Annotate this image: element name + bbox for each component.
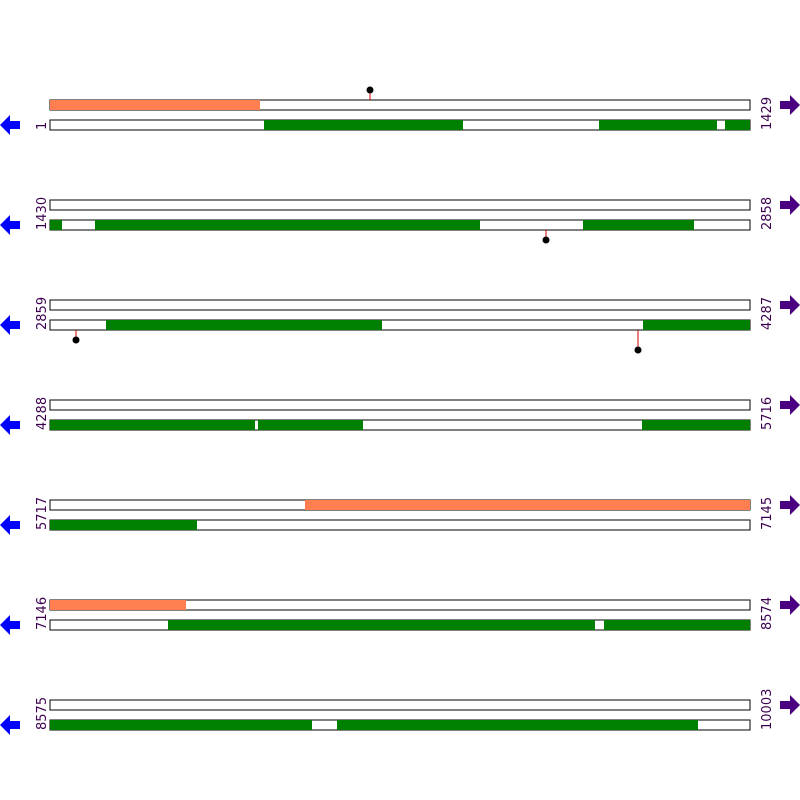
end-label: 4287 [760, 297, 775, 330]
row [0, 494, 800, 536]
row [0, 694, 800, 736]
row [0, 394, 800, 436]
start-label: 1 [35, 122, 50, 130]
start-label: 8575 [35, 697, 50, 730]
end-label: 2858 [760, 197, 775, 230]
start-label: 4288 [35, 397, 50, 430]
end-label: 10003 [760, 689, 775, 730]
start-label: 1430 [35, 197, 50, 230]
start-label: 5717 [35, 497, 50, 530]
row [0, 86, 800, 136]
start-label: 7146 [35, 597, 50, 630]
end-label: 1429 [760, 97, 775, 130]
end-label: 5716 [760, 397, 775, 430]
end-label: 8574 [760, 597, 775, 630]
row [0, 594, 800, 636]
row [0, 294, 800, 354]
start-label: 2859 [35, 297, 50, 330]
end-label: 7145 [760, 497, 775, 530]
row [0, 194, 800, 244]
